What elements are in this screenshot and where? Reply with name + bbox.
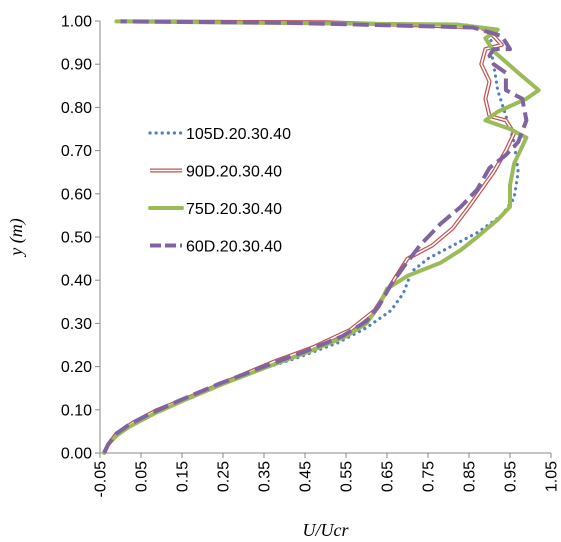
y-tick-label: 0.80 [61, 100, 92, 117]
legend-label: 75D.20.30.40 [186, 201, 282, 218]
legend: 105D.20.30.40 90D.20.30.40 75D.20.30.40 60D… [138, 115, 332, 265]
series-group [102, 19, 541, 455]
x-tick-label: 0.05 [134, 461, 151, 492]
x-ticks: -0.05 0.05 0.15 0.25 0.35 0.45 0.55 0.65 0.75 0.8… [93, 453, 561, 497]
plot-area: 0.00 0.10 0.20 0.30 0.40 0.50 0.60 0.70 0.80 0.90… [61, 14, 561, 498]
y-tick-label: 0.20 [61, 359, 92, 376]
y-tick-label: 0.00 [61, 446, 92, 463]
x-tick-label: 0.25 [216, 461, 233, 492]
x-tick-label: 0.65 [380, 461, 397, 492]
y-axis-title: y (m) [6, 218, 27, 257]
x-tick-label: -0.05 [93, 461, 110, 498]
x-tick-label: 0.35 [257, 461, 274, 492]
x-tick-label: 0.15 [175, 461, 192, 492]
legend-label: 105D.20.30.40 [186, 126, 291, 143]
series-line-4 [102, 19, 529, 454]
x-axis-title: U/Ucr [303, 520, 350, 540]
y-tick-label: 0.90 [61, 57, 92, 74]
y-tick-label: 0.30 [61, 316, 92, 333]
y-ticks: 0.00 0.10 0.20 0.30 0.40 0.50 0.60 0.70 0.80 0.90… [61, 14, 100, 463]
x-tick-label: 0.75 [421, 461, 438, 492]
legend-label: 60D.20.30.40 [186, 239, 282, 256]
legend-label: 90D.20.30.40 [186, 164, 282, 181]
x-tick-label: 0.55 [339, 461, 356, 492]
y-tick-label: 0.70 [61, 143, 92, 160]
x-tick-label: 0.85 [462, 461, 479, 492]
x-tick-label: 0.95 [503, 461, 520, 492]
x-tick-label: 0.45 [298, 461, 315, 492]
y-tick-label: 0.60 [61, 186, 92, 203]
y-tick-label: 0.40 [61, 273, 92, 290]
y-tick-label: 0.10 [61, 402, 92, 419]
y-tick-label: 0.50 [61, 230, 92, 247]
x-tick-label: 1.05 [544, 461, 561, 492]
legend-box [138, 115, 332, 265]
y-tick-label: 1.00 [61, 14, 92, 31]
